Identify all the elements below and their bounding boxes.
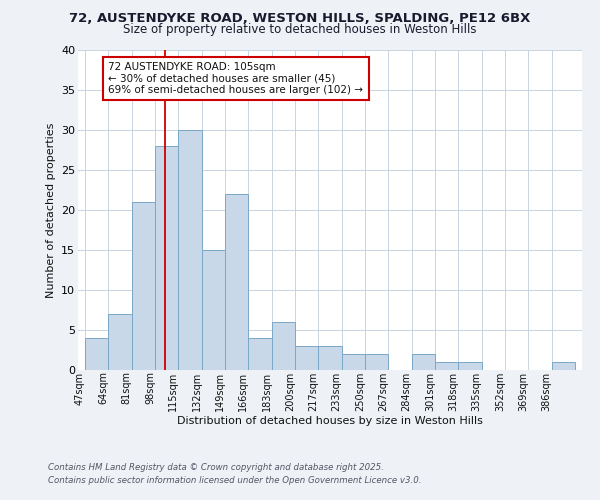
Bar: [365, 354, 388, 370]
Bar: [225, 194, 248, 370]
Bar: [435, 362, 458, 370]
Text: 72, AUSTENDYKE ROAD, WESTON HILLS, SPALDING, PE12 6BX: 72, AUSTENDYKE ROAD, WESTON HILLS, SPALD…: [70, 12, 530, 26]
Bar: [319, 346, 341, 370]
Bar: [248, 338, 272, 370]
Bar: [458, 362, 482, 370]
Bar: [295, 346, 318, 370]
Bar: [342, 354, 365, 370]
Bar: [412, 354, 435, 370]
Bar: [132, 202, 155, 370]
X-axis label: Distribution of detached houses by size in Weston Hills: Distribution of detached houses by size …: [177, 416, 483, 426]
Bar: [272, 322, 295, 370]
Bar: [178, 130, 202, 370]
Text: Size of property relative to detached houses in Weston Hills: Size of property relative to detached ho…: [123, 22, 477, 36]
Y-axis label: Number of detached properties: Number of detached properties: [46, 122, 56, 298]
Bar: [202, 250, 225, 370]
Bar: [109, 314, 131, 370]
Text: Contains public sector information licensed under the Open Government Licence v3: Contains public sector information licen…: [48, 476, 421, 485]
Text: Contains HM Land Registry data © Crown copyright and database right 2025.: Contains HM Land Registry data © Crown c…: [48, 464, 384, 472]
Bar: [552, 362, 575, 370]
Bar: [85, 338, 108, 370]
Text: 72 AUSTENDYKE ROAD: 105sqm
← 30% of detached houses are smaller (45)
69% of semi: 72 AUSTENDYKE ROAD: 105sqm ← 30% of deta…: [109, 62, 364, 95]
Bar: [155, 146, 178, 370]
